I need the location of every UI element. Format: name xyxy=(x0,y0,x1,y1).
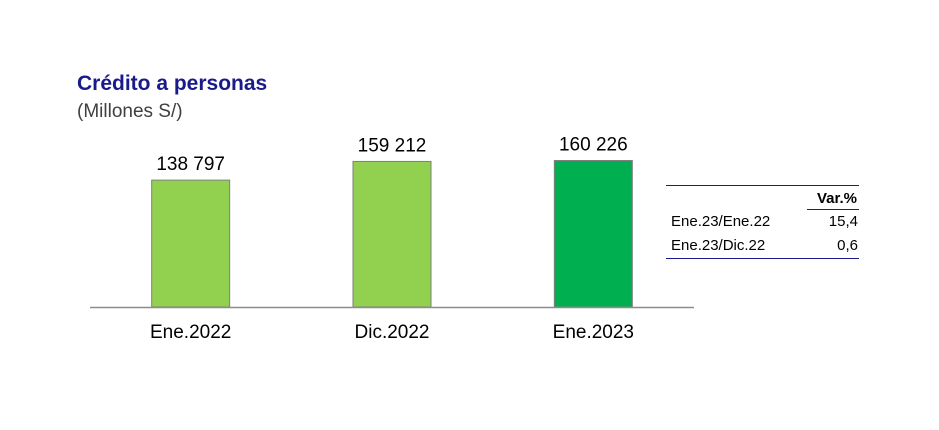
bar xyxy=(352,160,432,308)
table-row: Ene.23/Dic.22 0,6 xyxy=(666,234,859,258)
row-value: 15,4 xyxy=(828,213,858,230)
row-label: Ene.23/Ene.22 xyxy=(671,213,771,230)
x-tick-label: Ene.2023 xyxy=(553,322,634,343)
table-top-rule xyxy=(666,185,859,186)
table-header: Var.% xyxy=(806,190,859,210)
table-row: Ene.23/Ene.22 15,4 xyxy=(666,210,859,234)
data-label: 138 797 xyxy=(156,154,225,175)
bar xyxy=(553,160,633,308)
data-label: 159 212 xyxy=(358,135,427,156)
chart-title: Crédito a personas xyxy=(77,72,268,95)
bar xyxy=(151,179,231,308)
x-tick-label: Ene.2022 xyxy=(150,322,231,343)
x-tick-label: Dic.2022 xyxy=(355,322,430,343)
row-value: 0,6 xyxy=(837,237,858,254)
table-bottom-rule xyxy=(666,258,859,259)
row-label: Ene.23/Dic.22 xyxy=(671,237,766,254)
data-label: 160 226 xyxy=(559,135,628,156)
chart-subtitle: (Millones S/) xyxy=(77,101,183,122)
variation-table: Var.% Ene.23/Ene.22 15,4 Ene.23/Dic.22 0… xyxy=(666,185,859,259)
